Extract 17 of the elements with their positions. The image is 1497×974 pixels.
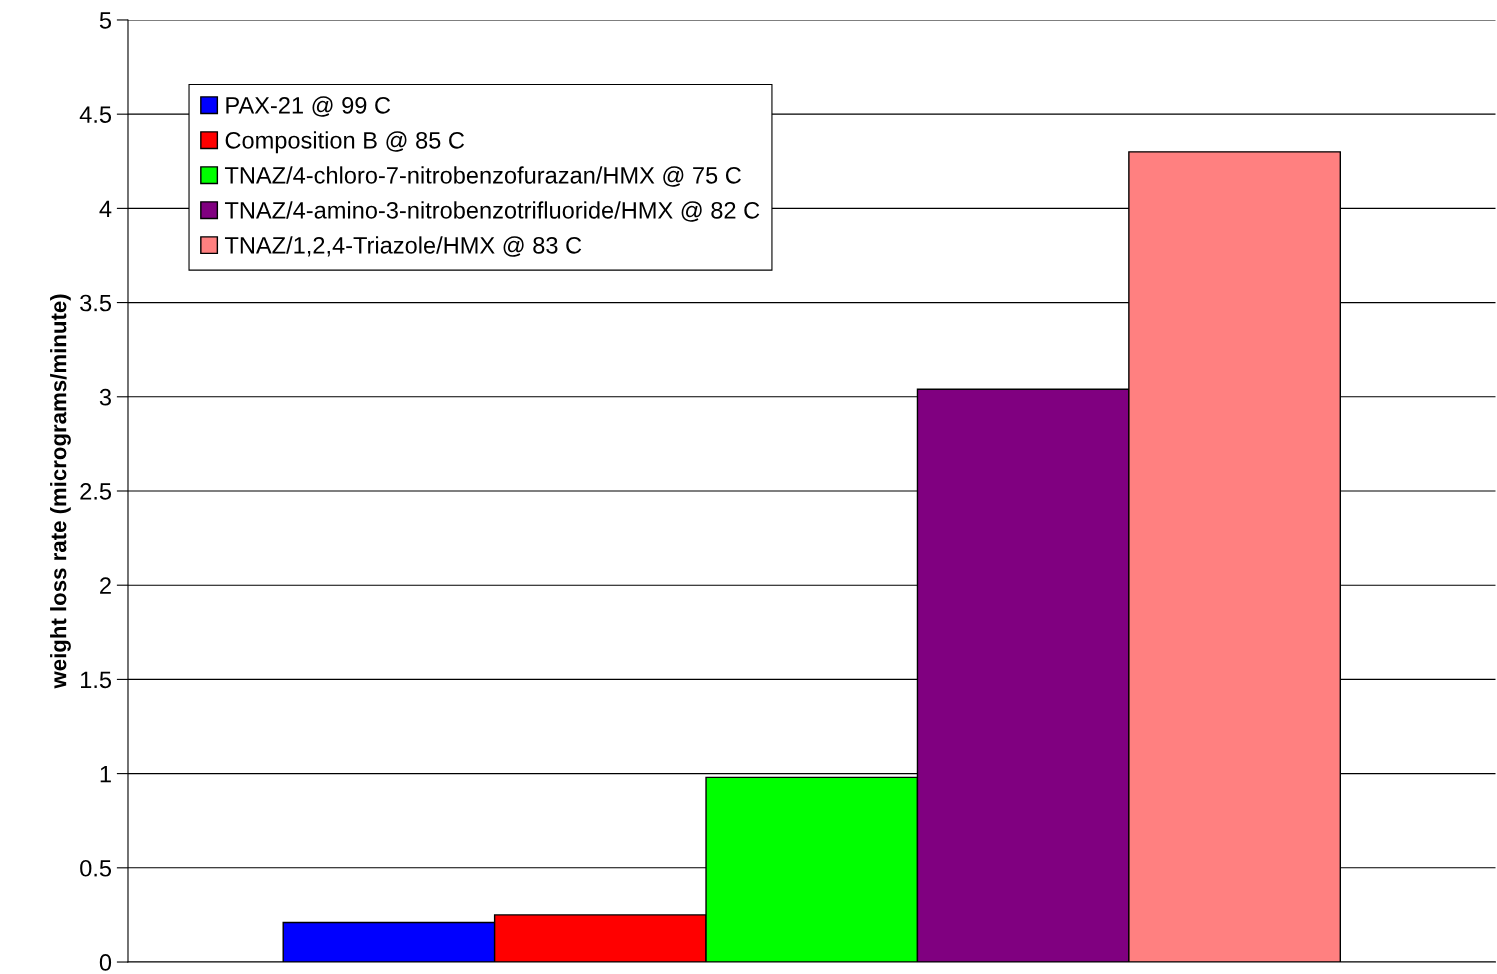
y-tick-label: 0.5	[80, 859, 112, 877]
y-tick-label: 2	[100, 577, 111, 594]
y-tick-label: 4.5	[79, 106, 112, 123]
y-tick-label: 3	[99, 388, 111, 406]
legend-label: Composition B @ 85 C	[225, 131, 465, 154]
legend-label: TNAZ/4-amino-3-nitrobenzotrifluoride/HMX @ 82 C	[224, 201, 760, 222]
y-tick-label: 2.5	[80, 483, 112, 500]
y-tick-label: 4	[99, 200, 112, 217]
legend-label: PAX-21 @ 99 C	[226, 96, 391, 117]
y-tick-label: 0	[99, 954, 112, 971]
y-tick-label: 1.5	[81, 671, 112, 689]
legend-label: TNAZ/4-chloro-7-nitrobenzofurazan/HMX @ 75 C	[224, 166, 741, 187]
y-tick-label: 1	[100, 765, 111, 783]
y-tick-label: 3.5	[80, 294, 112, 312]
y-axis-title: weight loss rate (micrograms/minute)	[50, 294, 71, 689]
legend-label: TNAZ/1,2,4-Triazole/HMX @ 83 C	[224, 236, 582, 257]
y-tick-label: 5	[99, 12, 112, 29]
